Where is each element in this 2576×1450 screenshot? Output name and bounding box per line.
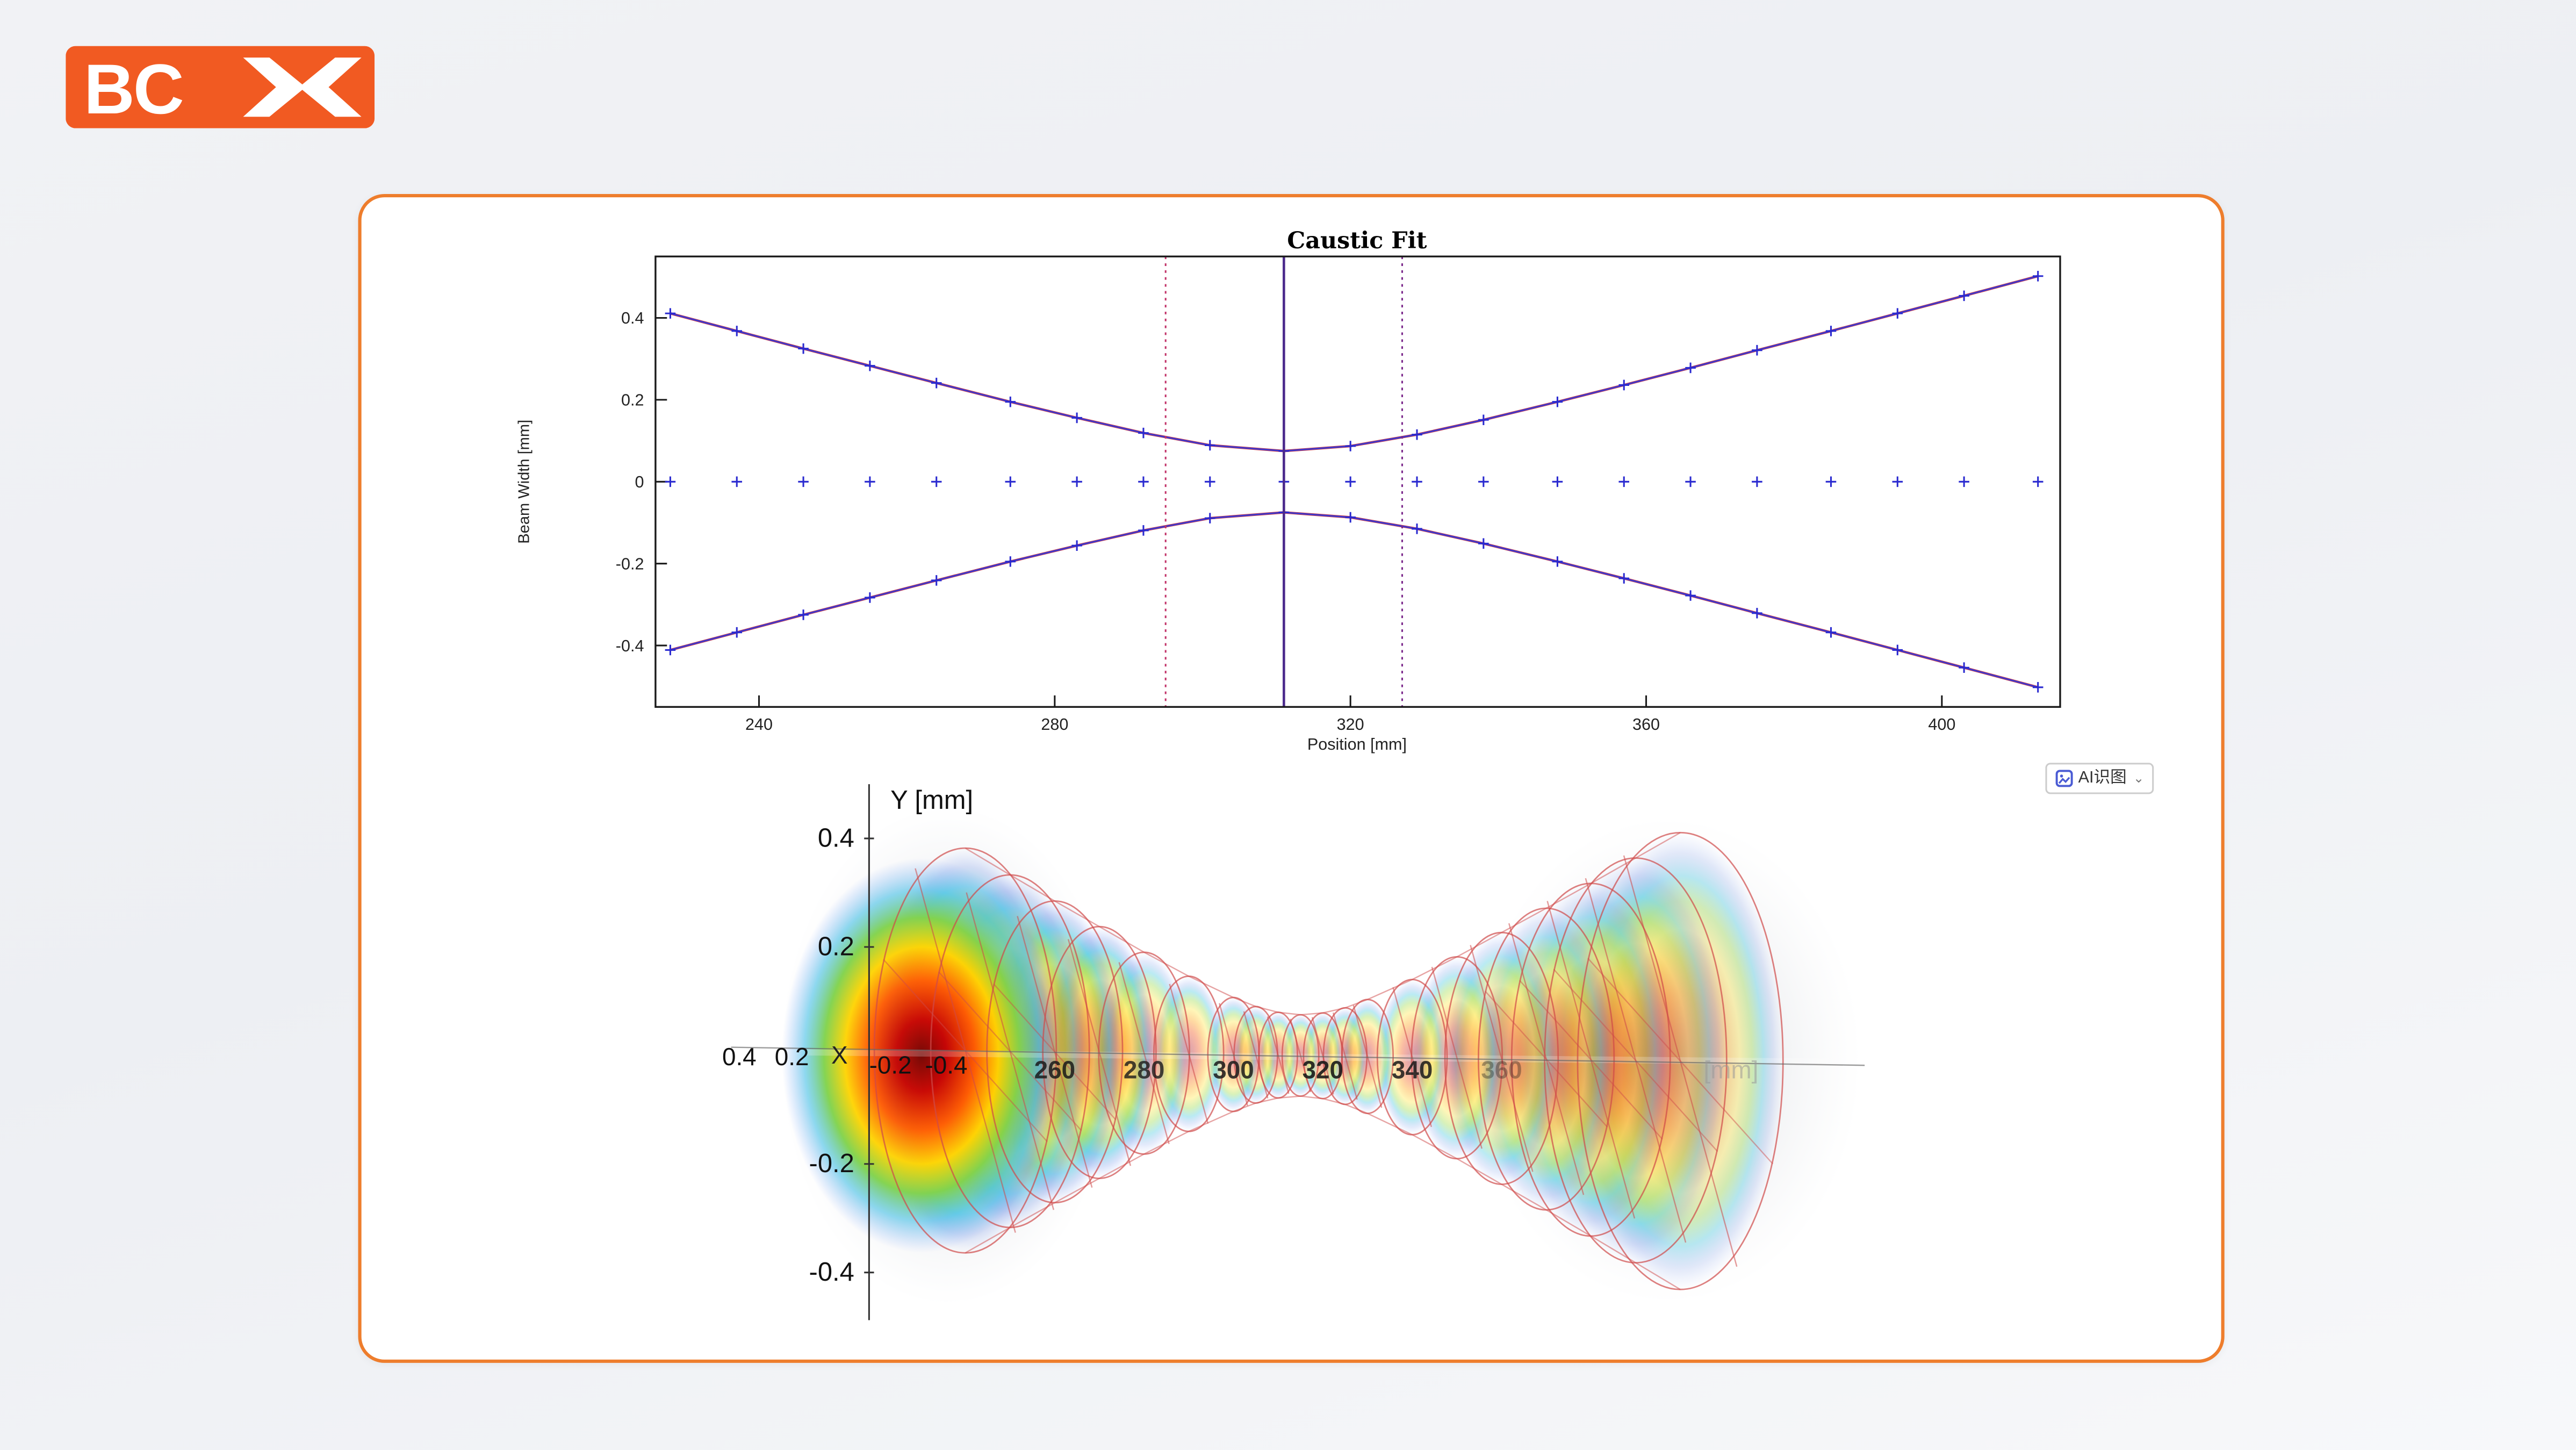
y-axis-label: Beam Width [mm] bbox=[515, 420, 533, 544]
svg-text:340: 340 bbox=[1392, 1056, 1433, 1084]
beam-3d-chart: 0.4 0.2 -0.2 -0.4 0.4 0.2 -0.2 -0.4 260 280 300 320… bbox=[722, 784, 1865, 1320]
chart-title: Caustic Fit bbox=[1287, 227, 1427, 254]
results-card: 240 280 320 360 400 0.4 0.2 0 -0.2 -0.4 Caustic F… bbox=[358, 193, 2225, 1363]
y3d-axis-label: Y [mm] bbox=[890, 786, 973, 815]
svg-text:-0.4: -0.4 bbox=[925, 1051, 968, 1079]
svg-text:0.4: 0.4 bbox=[818, 823, 854, 852]
ai-button-label: AI识图 bbox=[2078, 769, 2127, 788]
svg-text:320: 320 bbox=[1303, 1056, 1343, 1084]
svg-text:-0.2: -0.2 bbox=[869, 1051, 912, 1079]
z3d-axis-unit: [mm] bbox=[1704, 1056, 1759, 1084]
svg-text:240: 240 bbox=[745, 715, 773, 734]
svg-text:400: 400 bbox=[1928, 715, 1955, 734]
brand-logo: BC bbox=[66, 46, 375, 128]
brand-logo-graphic: BC bbox=[66, 46, 375, 128]
svg-text:0.2: 0.2 bbox=[621, 391, 644, 410]
svg-text:280: 280 bbox=[1041, 715, 1068, 734]
svg-text:0.2: 0.2 bbox=[775, 1043, 809, 1071]
chevron-down-icon: ⌄ bbox=[2133, 771, 2145, 786]
plot-border bbox=[654, 255, 2061, 708]
x-axis-label: Position [mm] bbox=[1307, 735, 1407, 753]
caustic-fit-chart: 240 280 320 360 400 0.4 0.2 0 -0.2 -0.4 Caustic F… bbox=[515, 227, 2061, 753]
svg-text:300: 300 bbox=[1213, 1056, 1254, 1084]
svg-text:0.4: 0.4 bbox=[722, 1043, 757, 1071]
svg-text:0.2: 0.2 bbox=[818, 932, 854, 961]
caustic-fit-plot-elements: 240 280 320 360 400 0.4 0.2 0 -0.2 -0.4 bbox=[616, 256, 2043, 734]
logo-background bbox=[66, 46, 375, 128]
svg-text:-0.2: -0.2 bbox=[616, 555, 644, 573]
svg-text:0.4: 0.4 bbox=[621, 309, 644, 327]
svg-text:-0.4: -0.4 bbox=[616, 637, 644, 655]
logo-text: BC bbox=[84, 49, 183, 128]
svg-text:-0.4: -0.4 bbox=[809, 1258, 854, 1287]
svg-text:-0.2: -0.2 bbox=[809, 1149, 854, 1178]
x3d-axis-label: X bbox=[831, 1041, 848, 1069]
svg-text:320: 320 bbox=[1337, 715, 1364, 734]
double-chevron-x-icon bbox=[243, 58, 362, 117]
svg-text:360: 360 bbox=[1632, 715, 1660, 734]
svg-text:280: 280 bbox=[1124, 1056, 1164, 1084]
svg-text:360: 360 bbox=[1481, 1056, 1522, 1084]
beam-3d-plot-elements: 0.4 0.2 -0.2 -0.4 0.4 0.2 -0.2 -0.4 260 280 300 320… bbox=[722, 784, 1865, 1320]
ai-image-search-button[interactable]: AI识图 ⌄ bbox=[2045, 763, 2154, 794]
svg-text:260: 260 bbox=[1034, 1056, 1075, 1084]
ai-recognize-icon bbox=[2055, 770, 2073, 787]
svg-text:0: 0 bbox=[635, 473, 644, 491]
